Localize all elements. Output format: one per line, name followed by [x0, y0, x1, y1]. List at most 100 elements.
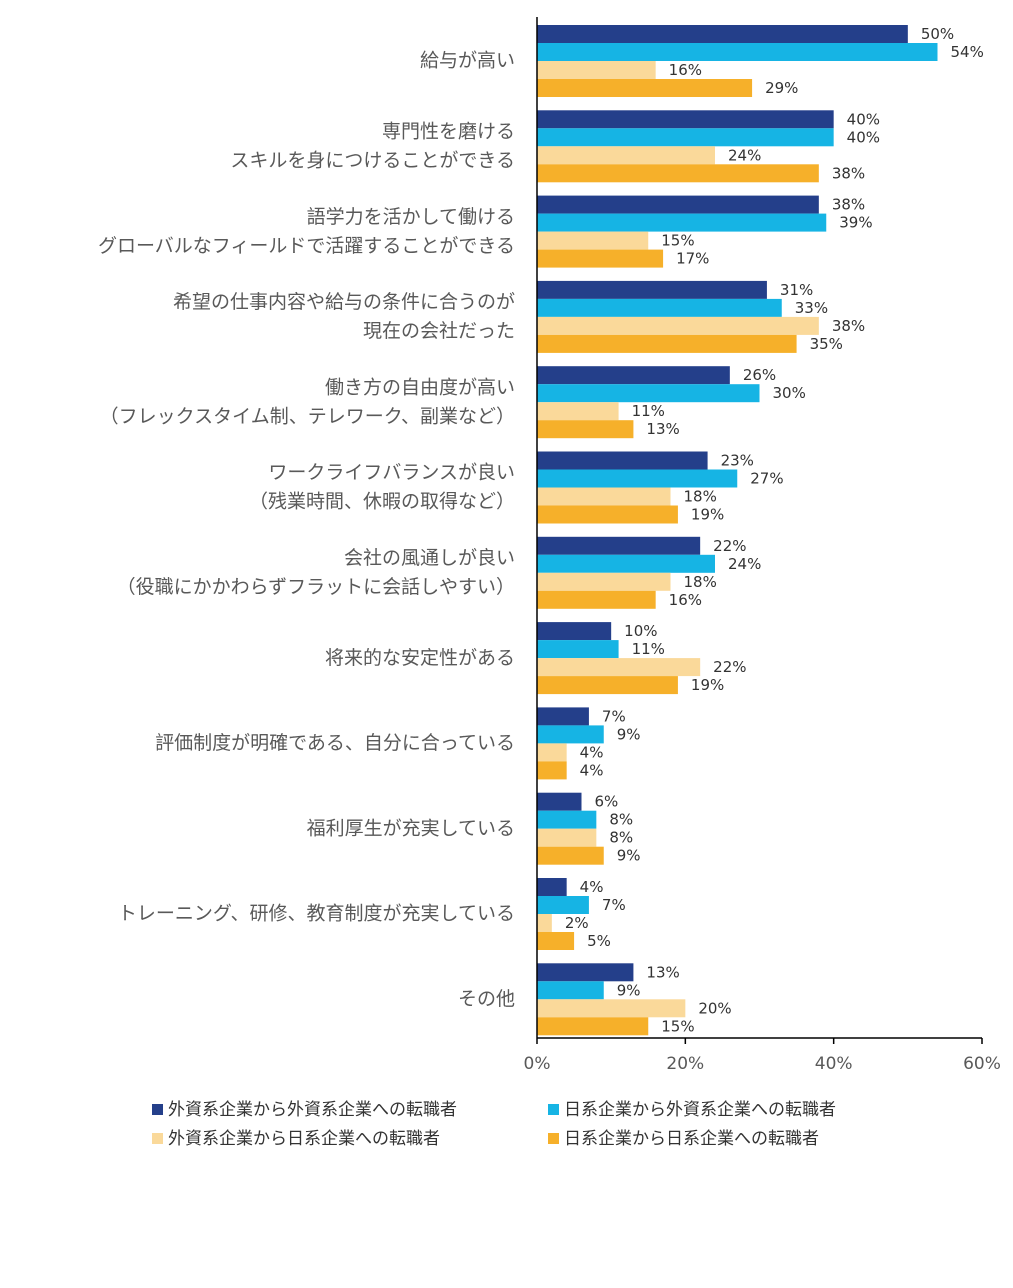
value-label-3-3: 15%	[661, 232, 694, 250]
bar-3-series-1	[537, 195, 819, 214]
legend-label-4: 日系企業から日系企業への転職者	[564, 1129, 819, 1149]
x-tick-label-3: 60%	[963, 1054, 1001, 1074]
value-label-4-2: 33%	[795, 299, 828, 317]
category-label-12: その他	[458, 988, 515, 1010]
bar-5-series-3	[537, 402, 619, 421]
bars-layer	[537, 25, 938, 1036]
value-label-11-3: 2%	[565, 914, 589, 932]
category-label-5-line-2: （フレックスタイム制、テレワーク、副業など）	[100, 405, 515, 427]
value-label-7-2: 24%	[728, 555, 761, 573]
bar-6-series-2	[537, 469, 738, 488]
legend-swatch-4	[548, 1133, 559, 1144]
bar-7-series-2	[537, 554, 715, 573]
value-label-9-4: 4%	[580, 761, 604, 779]
bar-8-series-4	[537, 676, 678, 695]
value-label-5-4: 13%	[646, 420, 679, 438]
legend-label-3: 外資系企業から日系企業への転職者	[168, 1129, 440, 1149]
value-label-12-2: 9%	[617, 981, 641, 999]
bar-1-series-2	[537, 43, 938, 61]
category-labels-layer: 給与が高い専門性を磨けるスキルを身につけることができる語学力を活かして働けるグロ…	[98, 50, 515, 1010]
bar-3-series-4	[537, 249, 664, 268]
legend-swatch-2	[548, 1104, 559, 1115]
bar-12-series-3	[537, 999, 686, 1018]
value-label-4-1: 31%	[780, 281, 813, 299]
value-label-10-3: 8%	[609, 829, 633, 847]
bar-8-series-1	[537, 622, 612, 641]
value-label-2-1: 40%	[847, 110, 880, 128]
value-label-3-4: 17%	[676, 250, 709, 268]
bar-4-series-3	[537, 316, 819, 335]
bar-5-series-1	[537, 366, 730, 385]
legend-swatch-3	[152, 1133, 163, 1144]
bar-12-series-4	[537, 1017, 649, 1036]
legend: 外資系企業から外資系企業への転職者 日系企業から外資系企業への転職者外資系企業から…	[152, 1100, 836, 1149]
bar-9-series-3	[537, 743, 567, 762]
value-label-10-4: 9%	[617, 847, 641, 865]
value-label-4-3: 38%	[832, 317, 865, 335]
x-tick-label-2: 40%	[815, 1054, 853, 1074]
category-label-11: トレーニング、研修、教育制度が充実している	[118, 903, 515, 925]
value-label-3-2: 39%	[839, 214, 872, 232]
category-label-4-line-2: 現在の会社だった	[363, 320, 515, 342]
bar-3-series-2	[537, 213, 827, 232]
bar-2-series-1	[537, 110, 834, 129]
bar-10-series-2	[537, 810, 597, 829]
category-label-6-line-1: ワークライフバランスが良い	[268, 462, 515, 484]
value-label-2-3: 24%	[728, 146, 761, 164]
value-label-9-3: 4%	[580, 743, 604, 761]
bar-9-series-4	[537, 761, 567, 780]
category-label-10: 福利厚生が充実している	[307, 817, 515, 839]
bar-7-series-3	[537, 572, 671, 591]
bar-1-series-3	[537, 61, 656, 79]
value-label-7-1: 22%	[713, 537, 746, 555]
category-label-3-line-1: 語学力を活かして働ける	[307, 206, 515, 228]
value-label-3-1: 38%	[832, 196, 865, 214]
value-label-9-2: 9%	[617, 725, 641, 743]
category-label-2-line-1: 専門性を磨ける	[382, 120, 515, 142]
legend-label-2: 日系企業から外資系企業への転職者	[564, 1100, 836, 1120]
category-label-1: 給与が高い	[420, 50, 515, 72]
value-label-4-4: 35%	[810, 335, 843, 353]
bar-11-series-4	[537, 932, 575, 950]
value-label-12-1: 13%	[646, 963, 679, 981]
category-label-7-line-2: （役職にかかわらずフラットに会話しやすい）	[117, 576, 515, 598]
bar-4-series-1	[537, 280, 767, 299]
value-label-5-3: 11%	[632, 402, 665, 420]
bar-7-series-4	[537, 590, 656, 609]
value-label-10-1: 6%	[595, 793, 619, 811]
bar-3-series-3	[537, 231, 649, 250]
category-label-7-line-1: 会社の風通しが良い	[344, 547, 515, 569]
category-label-8: 将来的な安定性がある	[325, 647, 515, 669]
value-label-8-2: 11%	[632, 640, 665, 658]
category-label-2-line-2: スキルを身につけることができる	[230, 149, 515, 171]
value-label-5-2: 30%	[773, 384, 806, 402]
bar-6-series-4	[537, 505, 678, 524]
category-label-5-line-1: 働き方の自由度が高い	[325, 376, 515, 398]
bar-7-series-1	[537, 536, 701, 555]
value-label-12-4: 15%	[661, 1017, 694, 1035]
value-label-8-3: 22%	[713, 658, 746, 676]
bar-4-series-2	[537, 298, 782, 317]
bar-11-series-1	[537, 878, 567, 896]
bar-10-series-3	[537, 828, 597, 847]
bar-1-series-4	[537, 79, 753, 97]
x-tick-label-1: 20%	[666, 1054, 704, 1074]
value-label-11-1: 4%	[580, 878, 604, 896]
x-tick-label-0: 0%	[524, 1054, 551, 1074]
value-label-9-1: 7%	[602, 707, 626, 725]
bar-12-series-2	[537, 981, 604, 1000]
value-label-6-3: 18%	[684, 488, 717, 506]
value-label-6-2: 27%	[750, 470, 783, 488]
bar-5-series-2	[537, 384, 760, 403]
value-label-8-1: 10%	[624, 622, 657, 640]
bar-6-series-3	[537, 487, 671, 506]
value-label-8-4: 19%	[691, 676, 724, 694]
bar-11-series-3	[537, 914, 552, 932]
value-label-1-3: 16%	[669, 61, 702, 79]
value-label-1-4: 29%	[765, 79, 798, 97]
category-label-6-line-2: （残業時間、休暇の取得など）	[249, 491, 515, 513]
value-label-6-1: 23%	[721, 452, 754, 470]
bar-11-series-2	[537, 896, 589, 914]
value-label-6-4: 19%	[691, 506, 724, 524]
